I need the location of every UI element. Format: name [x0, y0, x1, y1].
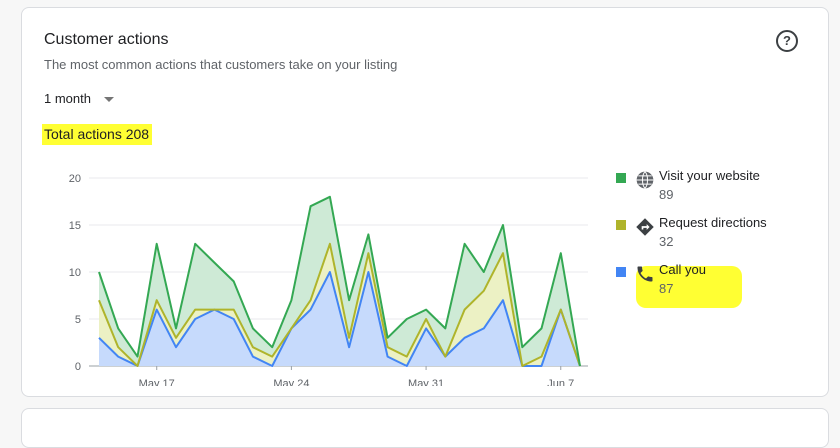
actions-chart: 0 5 10 15 20 May 17 May 24 May 31 Jun 7	[69, 173, 588, 386]
phone-icon	[637, 266, 653, 282]
area-call-you	[99, 272, 580, 366]
legend-label: Visit your website	[659, 168, 760, 183]
line-visit-your-website	[98, 195, 581, 367]
legend-item-directions: Request directions 32	[616, 215, 816, 255]
legend-item-call: Call you 87	[616, 262, 816, 302]
area-request-directions	[99, 243, 580, 366]
chevron-down-icon	[103, 96, 114, 102]
y-tick-label: 0	[75, 361, 81, 373]
directions-icon	[636, 218, 654, 236]
legend-value: 89	[659, 187, 674, 202]
range-dropdown-value: 1 month	[44, 91, 91, 106]
x-axis-ticks: May 17 May 24 May 31 Jun 7	[139, 366, 574, 386]
line-call-you	[98, 271, 581, 367]
x-tick-label: Jun 7	[547, 378, 574, 386]
range-dropdown[interactable]: 1 month	[44, 91, 114, 106]
directions-swatch	[616, 220, 626, 230]
call-swatch	[616, 267, 626, 277]
customer-actions-card: Customer actions The most common actions…	[21, 7, 829, 397]
x-tick-label: May 31	[408, 378, 444, 386]
y-tick-label: 20	[69, 173, 81, 185]
call-you-highlight	[636, 266, 742, 308]
card-subtitle: The most common actions that customers t…	[44, 57, 398, 72]
chart-areas	[99, 196, 580, 366]
y-tick-label: 10	[69, 267, 81, 279]
help-icon[interactable]: ?	[776, 30, 798, 52]
y-tick-label: 15	[69, 220, 81, 232]
card-title: Customer actions	[44, 31, 169, 48]
x-tick-label: May 17	[139, 378, 175, 386]
legend-value: 87	[659, 281, 674, 296]
legend-label: Request directions	[659, 215, 767, 230]
next-card	[21, 408, 829, 448]
website-swatch	[616, 173, 626, 183]
total-actions: Total actions 208	[42, 124, 153, 145]
line-request-directions	[98, 242, 581, 367]
chart-lines	[98, 195, 581, 367]
legend-item-website: Visit your website 89	[616, 168, 816, 208]
y-tick-label: 5	[75, 314, 81, 326]
globe-icon	[636, 171, 654, 189]
y-axis-ticks: 0 5 10 15 20	[69, 173, 81, 373]
area-visit-your-website	[99, 196, 580, 366]
legend-label: Call you	[659, 262, 706, 277]
legend-value: 32	[659, 234, 674, 249]
x-tick-label: May 24	[273, 378, 309, 386]
